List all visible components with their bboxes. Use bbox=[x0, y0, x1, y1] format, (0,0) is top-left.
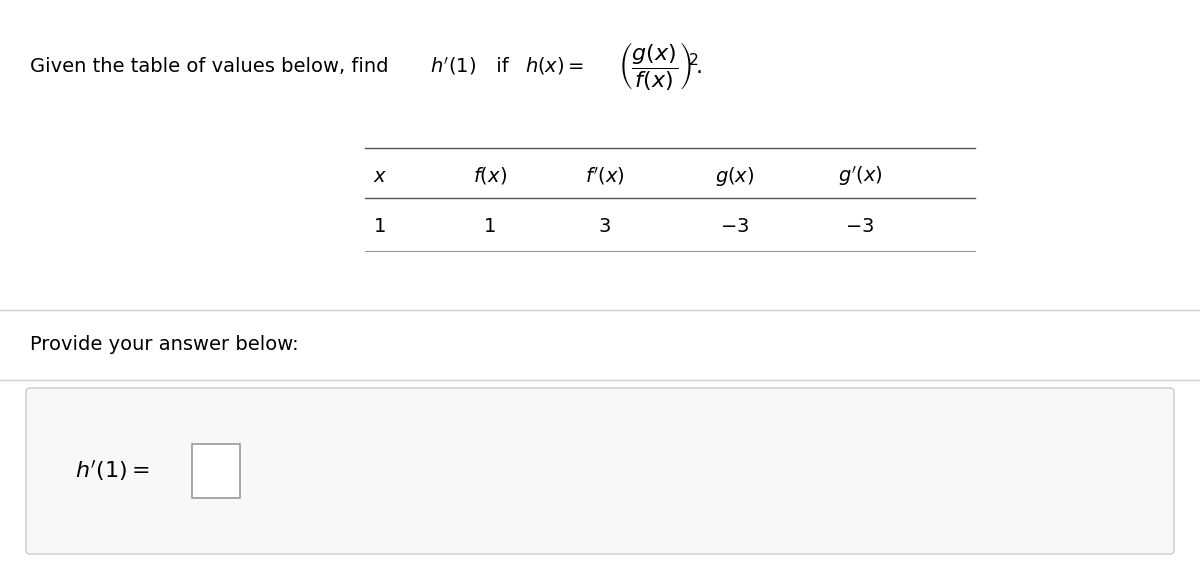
FancyBboxPatch shape bbox=[192, 444, 240, 498]
Text: Provide your answer below:: Provide your answer below: bbox=[30, 336, 299, 355]
Text: 1: 1 bbox=[484, 216, 496, 236]
Text: $h'(1) =$: $h'(1) =$ bbox=[74, 459, 150, 483]
Text: $\left(\dfrac{g(x)}{f(x)}\right)^{\!\!2}\!.$: $\left(\dfrac{g(x)}{f(x)}\right)^{\!\!2}… bbox=[618, 40, 702, 92]
Text: $h(x) =$: $h(x) =$ bbox=[526, 56, 584, 77]
Text: Given the table of values below, find: Given the table of values below, find bbox=[30, 56, 395, 76]
Text: if: if bbox=[490, 56, 515, 76]
Text: $g'(x)$: $g'(x)$ bbox=[838, 164, 882, 188]
Text: $x$: $x$ bbox=[373, 166, 388, 186]
Text: $f'(x)$: $f'(x)$ bbox=[586, 165, 625, 187]
Text: 3: 3 bbox=[599, 216, 611, 236]
FancyBboxPatch shape bbox=[26, 388, 1174, 554]
Text: 1: 1 bbox=[374, 216, 386, 236]
Text: $-3$: $-3$ bbox=[720, 216, 750, 236]
Text: $h'(1)$: $h'(1)$ bbox=[430, 55, 476, 77]
Text: $f(x)$: $f(x)$ bbox=[473, 165, 506, 186]
Text: $-3$: $-3$ bbox=[846, 216, 875, 236]
Text: $g(x)$: $g(x)$ bbox=[715, 165, 755, 188]
